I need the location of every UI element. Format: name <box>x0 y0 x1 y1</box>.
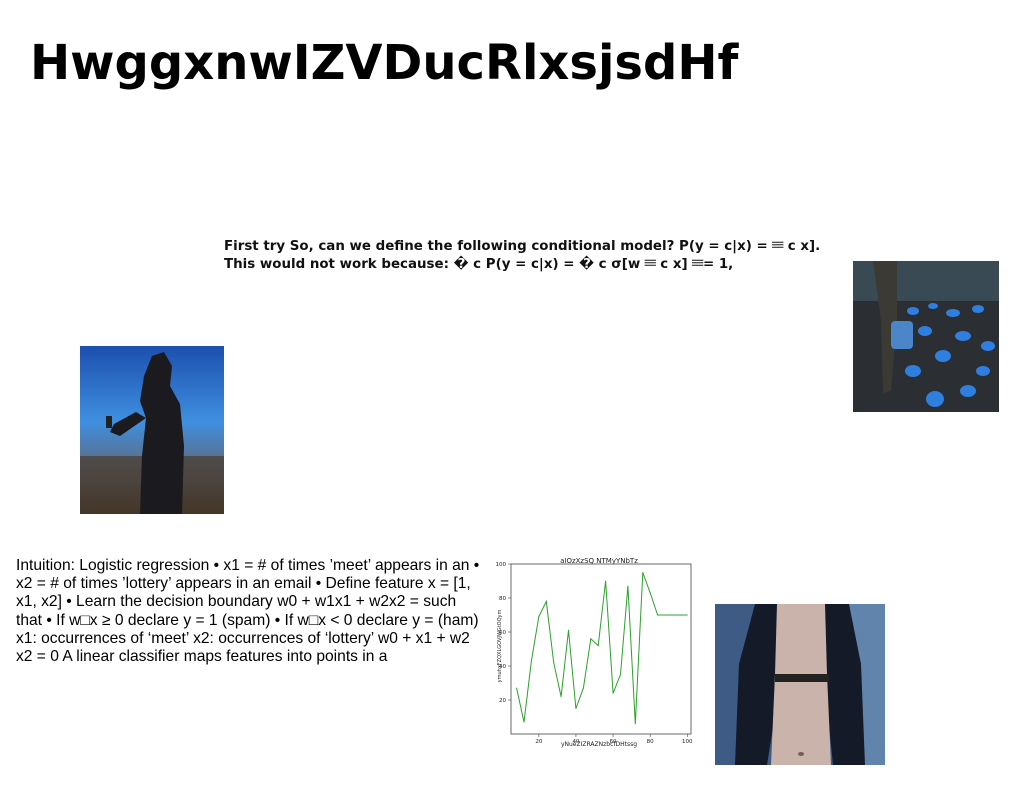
data-point <box>523 721 525 723</box>
x-tick-label: 60 <box>610 739 617 745</box>
chart-x-label: yNueZIZRAZNzbcfDHtssg <box>561 741 637 748</box>
chart-title: aIOzXzSQ NTMyYNbTz <box>560 557 638 565</box>
data-point <box>597 645 599 647</box>
y-tick-label: 40 <box>499 664 506 670</box>
x-tick-label: 100 <box>682 739 693 745</box>
line-chart: aIOzXzSQ NTMyYNbTz yNueZIZRAZNzbcfDHtssg… <box>492 552 698 750</box>
data-point <box>671 614 673 616</box>
data-point <box>560 696 562 698</box>
slide-title: HwggxnwIZVDucRlxsjsdHf <box>30 35 739 91</box>
data-point <box>605 580 607 582</box>
data-point <box>545 600 547 602</box>
person-torso-photo <box>715 604 885 765</box>
x-tick-label: 80 <box>647 739 654 745</box>
data-point <box>538 616 540 618</box>
data-point <box>627 585 629 587</box>
conditional-model-paragraph: First try So, can we define the followin… <box>224 239 821 272</box>
y-tick-label: 20 <box>499 698 506 704</box>
person-with-phone-photo <box>80 346 224 514</box>
series-line <box>516 572 688 724</box>
data-point <box>686 614 688 616</box>
y-tick-label: 100 <box>496 562 507 568</box>
data-point <box>530 660 532 662</box>
data-point <box>516 687 518 689</box>
plot-frame <box>510 563 692 735</box>
y-tick-label: 80 <box>499 596 506 602</box>
x-tick-label: 20 <box>535 739 542 745</box>
data-point <box>590 638 592 640</box>
logistic-regression-paragraph: Intuition: Logistic regression • x1 = # … <box>16 557 480 666</box>
data-point <box>568 629 570 631</box>
data-point <box>634 723 636 725</box>
data-point <box>582 687 584 689</box>
chart-y-label: ymuhxFZQXLGOVJWGtOQym <box>497 610 503 683</box>
data-point <box>553 662 555 664</box>
x-tick-label: 40 <box>572 739 579 745</box>
data-point <box>649 592 651 594</box>
y-tick-label: 60 <box>499 630 506 636</box>
data-point <box>575 708 577 709</box>
pumpkin-field-photo <box>853 261 999 412</box>
data-point <box>642 572 644 573</box>
data-point <box>679 614 681 616</box>
data-point <box>619 674 621 675</box>
data-point <box>612 692 614 694</box>
data-point <box>664 614 666 616</box>
data-point <box>657 614 659 616</box>
